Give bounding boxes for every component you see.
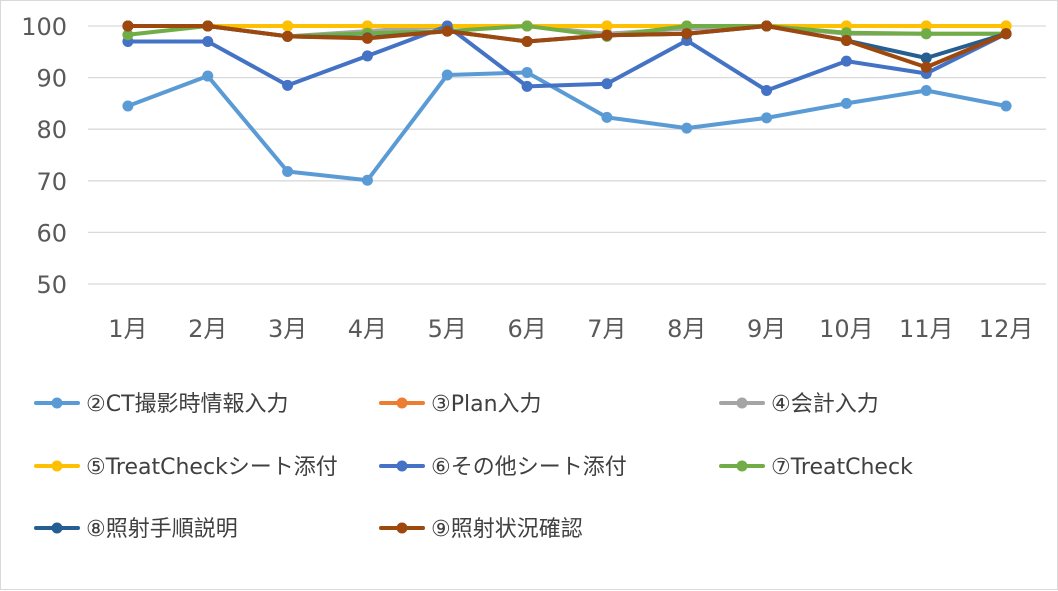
legend-label: ⑧照射手順説明 <box>86 517 238 542</box>
x-tick-label: 7月 <box>587 315 626 343</box>
data-point <box>840 27 852 39</box>
legend-swatch-marker <box>51 522 63 534</box>
legend-swatch-marker <box>736 460 748 472</box>
data-point <box>601 111 613 123</box>
x-tick-label: 11月 <box>899 315 954 343</box>
legend-label: ⑤TreatCheckシート添付 <box>86 455 338 480</box>
series-line <box>125 24 1009 93</box>
data-point <box>840 55 852 67</box>
data-point <box>920 61 932 73</box>
legend-swatch-marker <box>396 460 408 472</box>
data-point <box>122 100 134 112</box>
legend-item: ④会計入力 <box>719 392 879 417</box>
legend-item: ③Plan入力 <box>379 392 542 417</box>
x-tick-label: 1月 <box>108 315 147 343</box>
data-point <box>920 52 932 64</box>
legend-label: ⑦TreatCheck <box>771 455 913 480</box>
data-point <box>282 79 294 91</box>
x-tick-label: 8月 <box>667 315 706 343</box>
x-tick-label: 4月 <box>348 315 387 343</box>
data-point <box>681 28 693 40</box>
data-point <box>761 112 773 124</box>
legend-label: ③Plan入力 <box>431 392 542 417</box>
legend: ②CT撮影時情報入力 ③Plan入力 ④会計入力 ⑤TreatCheckシート添付 ⑥そ… <box>34 392 913 542</box>
series-8 <box>122 20 1012 73</box>
x-tick-label: 12月 <box>979 315 1034 343</box>
legend-item: ⑦TreatCheck <box>719 455 913 480</box>
legend-swatch-marker <box>51 397 63 409</box>
data-point <box>202 35 214 47</box>
data-point <box>361 32 373 44</box>
legend-item: ⑨照射状況確認 <box>379 517 583 542</box>
legend-swatch-marker <box>396 397 408 409</box>
data-point <box>601 78 613 90</box>
data-point <box>441 69 453 81</box>
x-tick-label: 6月 <box>507 315 546 343</box>
y-tick-label: 60 <box>36 219 67 247</box>
data-point <box>521 35 533 47</box>
legend-swatch-marker <box>51 460 63 472</box>
legend-label: ⑨照射状況確認 <box>431 517 583 542</box>
data-point <box>681 122 693 134</box>
x-tick-label: 3月 <box>268 315 307 343</box>
data-point <box>361 174 373 186</box>
data-point <box>521 20 533 32</box>
x-tick-label: 9月 <box>747 315 786 343</box>
series-line <box>125 70 1009 183</box>
legend-swatch-marker <box>396 522 408 534</box>
data-point <box>601 20 613 32</box>
series-1 <box>122 66 1012 186</box>
data-point <box>122 20 134 32</box>
data-point <box>361 50 373 62</box>
data-point <box>521 66 533 78</box>
data-point <box>601 29 613 41</box>
data-point <box>441 25 453 37</box>
data-point <box>282 20 294 32</box>
data-point <box>761 85 773 96</box>
legend-label: ②CT撮影時情報入力 <box>86 392 289 417</box>
data-point <box>202 70 214 82</box>
data-point <box>282 166 294 178</box>
data-point <box>1000 28 1012 40</box>
legend-label: ④会計入力 <box>771 392 879 417</box>
series-line <box>125 24 1009 70</box>
y-tick-label: 50 <box>36 271 67 299</box>
legend-item: ⑧照射手順説明 <box>34 517 238 542</box>
data-point <box>681 20 693 32</box>
data-point <box>920 28 932 40</box>
data-point <box>761 20 773 32</box>
gridlines <box>88 25 1046 285</box>
y-tick-label: 80 <box>36 116 67 144</box>
data-point <box>122 29 134 41</box>
y-axis-tick-labels: 50 60 70 80 90 100 <box>21 13 67 299</box>
y-tick-label: 100 <box>21 13 67 41</box>
data-point <box>920 20 932 32</box>
data-point <box>840 97 852 109</box>
legend-item: ②CT撮影時情報入力 <box>34 392 289 417</box>
data-point <box>202 20 214 32</box>
y-tick-label: 70 <box>36 168 67 196</box>
x-tick-label: 10月 <box>819 315 874 343</box>
data-point <box>1000 20 1012 32</box>
x-axis-tick-labels: 1月 2月 3月 4月 5月 6月 7月 8月 9月 10月 11月 12月 <box>108 315 1033 343</box>
data-point <box>521 80 533 92</box>
data-point <box>840 34 852 46</box>
data-point <box>920 85 932 96</box>
legend-item: ⑤TreatCheckシート添付 <box>34 455 338 480</box>
x-tick-label: 5月 <box>428 315 467 343</box>
data-point <box>282 30 294 42</box>
data-point <box>1000 100 1012 112</box>
legend-label: ⑥その他シート添付 <box>431 455 627 480</box>
y-tick-label: 90 <box>36 65 67 93</box>
x-tick-label: 2月 <box>188 315 227 343</box>
series-lines <box>122 20 1012 186</box>
legend-swatch-marker <box>736 397 748 409</box>
legend-item: ⑥その他シート添付 <box>379 455 627 480</box>
